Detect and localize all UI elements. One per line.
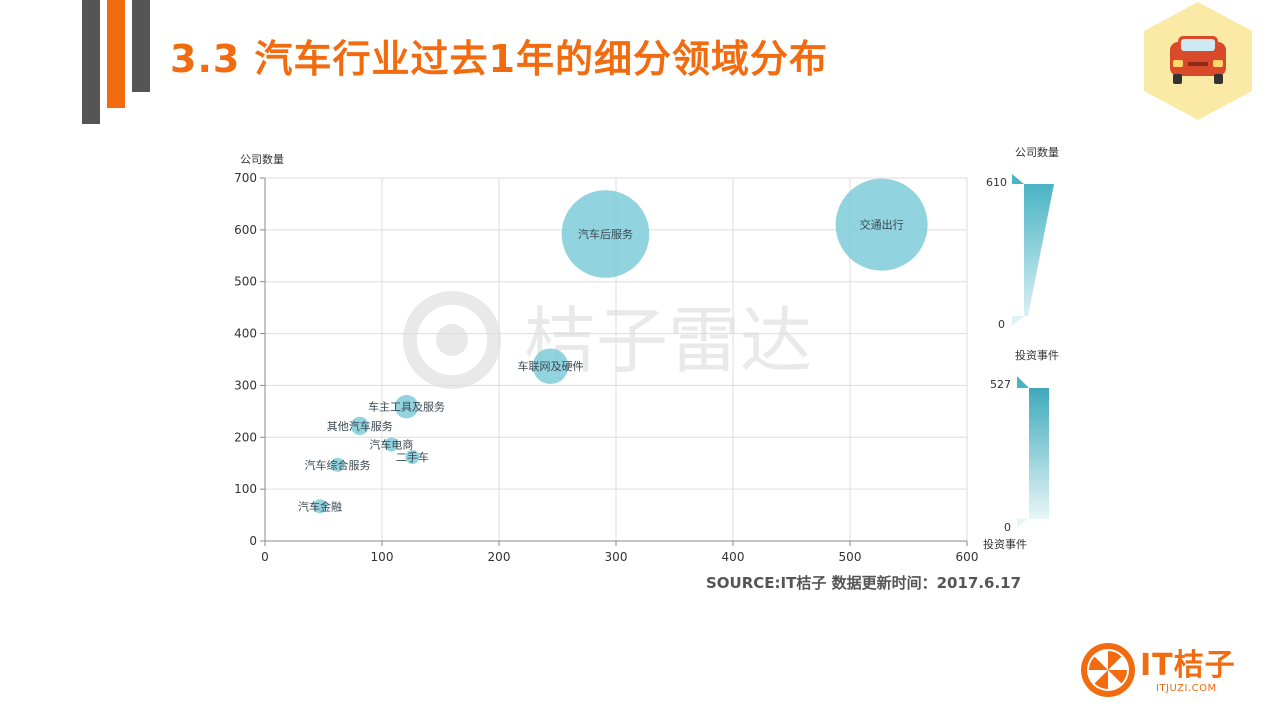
decorative-bar-dark	[82, 0, 100, 124]
car-icon	[1144, 2, 1252, 120]
y-tick-label: 100	[234, 482, 257, 496]
size-legend-handle-bottom	[1012, 316, 1024, 326]
color-legend-max: 527	[990, 378, 1011, 391]
bubble-point	[330, 457, 345, 472]
chart-bubbles: 交通出行汽车后服务车联网及硬件车主工具及服务其他汽车服务汽车电商二手车汽车综合服…	[298, 178, 928, 514]
bubble-label: 车联网及硬件	[517, 359, 583, 373]
bubble-label: 二手车	[396, 450, 429, 464]
bubble-point	[394, 394, 419, 419]
brand-name: IT桔子	[1140, 648, 1236, 683]
size-legend-title: 公司数量	[1015, 146, 1059, 159]
y-tick-label: 0	[249, 534, 257, 548]
x-tick-label: 600	[956, 550, 979, 564]
bubble-label: 汽车金融	[298, 499, 342, 513]
color-legend-ramp	[1029, 388, 1049, 519]
x-tick-label: 500	[839, 550, 862, 564]
color-legend-handle-top	[1017, 376, 1029, 388]
y-tick-label: 400	[234, 327, 257, 341]
bubble-point	[384, 437, 399, 452]
x-tick-label: 200	[488, 550, 511, 564]
bubble-label: 汽车后服务	[578, 227, 633, 241]
page-title: 3.3 汽车行业过去1年的细分领域分布	[170, 37, 828, 81]
bubble-label: 汽车综合服务	[305, 458, 371, 472]
bubble-point	[532, 348, 569, 385]
bubble-point	[405, 449, 420, 464]
bubble-point	[835, 178, 928, 271]
decorative-bar-dark	[132, 0, 150, 92]
bubble-label: 其他汽车服务	[327, 419, 393, 433]
chart-axes: 0 100 200 300 400 500 600 700 0 100 200 300 400 500 60…	[234, 171, 978, 564]
y-tick-label: 600	[234, 223, 257, 237]
color-legend: 投资事件 527 0 投资事件	[983, 348, 1059, 551]
x-tick-label: 100	[371, 550, 394, 564]
brand-url: ITJUZI.COM	[1156, 683, 1217, 694]
source-note: SOURCE:IT桔子 数据更新时间：2017.6.17	[706, 574, 1022, 592]
y-tick-label: 500	[234, 275, 257, 289]
size-legend-min: 0	[998, 318, 1005, 331]
size-legend-max: 610	[986, 176, 1007, 189]
color-legend-handle-bottom	[1017, 518, 1029, 528]
decorative-bar-orange	[107, 0, 125, 108]
y-tick-label: 200	[234, 430, 257, 444]
x-tick-label: 400	[722, 550, 745, 564]
x-tick-label: 300	[605, 550, 628, 564]
size-legend: 公司数量 610 0	[986, 146, 1059, 331]
color-legend-bottom-label: 投资事件	[983, 537, 1027, 551]
orange-slice-icon	[1081, 643, 1135, 697]
bubble-point	[561, 190, 650, 278]
size-legend-ramp	[1024, 184, 1054, 316]
bubble-label: 交通出行	[860, 218, 904, 232]
color-legend-title: 投资事件	[1015, 348, 1059, 362]
y-axis-title: 公司数量	[240, 153, 284, 166]
bubble-point	[350, 416, 369, 435]
y-tick-label: 700	[234, 171, 257, 185]
bubble-point	[312, 499, 327, 514]
watermark-text: 桔子雷达	[524, 299, 812, 383]
x-tick-label: 0	[261, 550, 269, 564]
color-legend-min: 0	[1004, 521, 1011, 534]
watermark: 桔子雷达	[403, 291, 812, 389]
y-tick-label: 300	[234, 378, 257, 392]
size-legend-handle-top	[1012, 174, 1024, 184]
bubble-label: 车主工具及服务	[368, 400, 445, 414]
bubble-label: 汽车电商	[369, 438, 413, 452]
